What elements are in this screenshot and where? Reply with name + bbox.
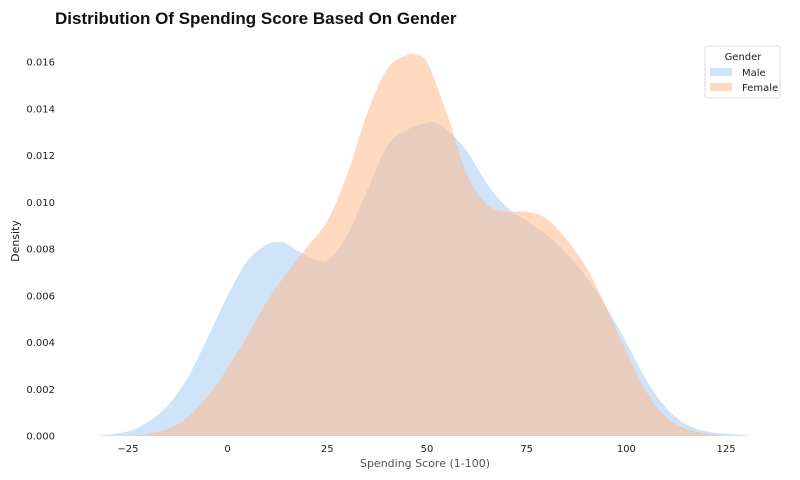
y-axis: 0.000 0.002 0.004 0.006 0.008 0.010 0.012 0.014… — [26, 58, 55, 443]
y-tick-label: 0.006 — [26, 291, 55, 302]
x-tick-label: 0 — [224, 444, 230, 455]
plot-areas — [96, 53, 754, 437]
y-tick-label: 0.000 — [26, 432, 55, 443]
x-axis-label: Spending Score (1-100) — [360, 457, 490, 470]
y-tick-label: 0.014 — [26, 104, 55, 115]
y-tick-label: 0.002 — [26, 385, 55, 396]
chart-title: Distribution Of Spending Score Based On … — [55, 9, 457, 28]
y-tick-label: 0.008 — [26, 245, 55, 256]
x-tick-label: −25 — [117, 444, 138, 455]
legend-title: Gender — [725, 52, 763, 63]
legend-label-female: Female — [742, 83, 778, 94]
x-tick-label: 50 — [421, 444, 434, 455]
x-axis: −25 0 25 50 75 100 125 — [117, 444, 735, 455]
y-tick-label: 0.010 — [26, 198, 55, 209]
y-tick-label: 0.016 — [26, 58, 55, 69]
y-tick-label: 0.004 — [26, 338, 55, 349]
x-tick-label: 75 — [520, 444, 533, 455]
x-tick-label: 100 — [617, 444, 636, 455]
legend-label-male: Male — [742, 68, 766, 79]
legend-swatch-female — [710, 83, 732, 91]
legend-swatch-male — [710, 68, 732, 76]
legend: Gender Male Female — [704, 45, 781, 99]
y-tick-label: 0.012 — [26, 151, 55, 162]
y-axis-label: Density — [9, 220, 22, 262]
x-tick-label: 25 — [321, 444, 334, 455]
x-tick-label: 125 — [717, 444, 736, 455]
density-area-female — [96, 53, 754, 437]
